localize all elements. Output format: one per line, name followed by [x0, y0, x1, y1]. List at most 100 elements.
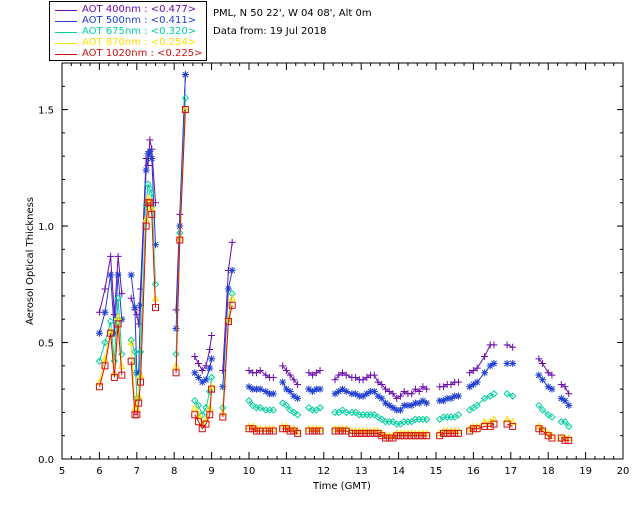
- data-point: [146, 199, 154, 207]
- data-point: [408, 401, 416, 409]
- data-point: [359, 392, 367, 400]
- data-point: [305, 385, 313, 393]
- data-point: [118, 315, 126, 323]
- data-point: [137, 378, 145, 386]
- series-line: [249, 425, 274, 430]
- data-point: [335, 371, 343, 379]
- data-point: [538, 406, 547, 414]
- data-point: [490, 415, 498, 423]
- data-point: [191, 369, 199, 377]
- data-point: [439, 397, 447, 405]
- data-point: [469, 380, 477, 388]
- data-point: [294, 394, 302, 402]
- series-2: [95, 94, 573, 431]
- x-tick-label: 10: [243, 466, 256, 477]
- data-point: [561, 383, 569, 391]
- data-point: [282, 425, 290, 433]
- data-point: [378, 380, 386, 388]
- data-point: [565, 390, 573, 398]
- data-point: [266, 390, 274, 398]
- data-point: [473, 378, 481, 386]
- data-point: [146, 136, 154, 144]
- data-point: [385, 434, 393, 442]
- data-point: [245, 383, 253, 391]
- data-point: [208, 385, 216, 393]
- x-tick-label: 18: [542, 466, 555, 477]
- data-point: [378, 432, 386, 440]
- series-line: [469, 393, 495, 411]
- series-line: [194, 335, 213, 372]
- data-point: [198, 378, 206, 386]
- x-tick-label: 17: [504, 466, 517, 477]
- data-point: [503, 341, 511, 349]
- data-point: [466, 383, 474, 391]
- series-line: [130, 202, 156, 416]
- x-axis: 5 6 7 8 9 10 11 12 13 14 15 16 17 18 19 20: [59, 63, 629, 477]
- series-line: [334, 372, 427, 400]
- series-line: [98, 256, 123, 315]
- data-point: [490, 390, 498, 398]
- data-point: [198, 425, 206, 433]
- data-point: [133, 311, 141, 319]
- data-point: [135, 369, 143, 377]
- data-point: [312, 427, 320, 435]
- data-point: [208, 332, 216, 340]
- x-tick-label: 14: [392, 466, 405, 477]
- legend-entry-1020nm: AOT 1020nm : <0.225>: [50, 48, 206, 60]
- series-line: [249, 428, 274, 432]
- data-point: [117, 361, 126, 369]
- data-point: [107, 329, 115, 337]
- data-point: [131, 304, 139, 312]
- data-point: [508, 417, 517, 425]
- data-point: [367, 387, 375, 395]
- data-point: [195, 359, 203, 367]
- data-point: [535, 401, 543, 410]
- y-tick-label: 1.5: [38, 106, 54, 117]
- data-point: [509, 359, 517, 367]
- data-point: [110, 329, 118, 337]
- y-axis: 0.0 0.5 1.0 1.5: [38, 85, 623, 466]
- data-point: [309, 387, 317, 395]
- series-4: [95, 106, 573, 444]
- data-point: [114, 312, 122, 320]
- data-point: [202, 420, 210, 428]
- data-point: [411, 432, 419, 440]
- data-point: [443, 429, 451, 437]
- data-point: [95, 329, 103, 337]
- data-point: [245, 425, 253, 433]
- data-point: [370, 371, 378, 379]
- data-point: [339, 385, 346, 393]
- data-point: [363, 429, 371, 437]
- series-line: [335, 428, 427, 437]
- data-point: [206, 346, 214, 354]
- series-line: [506, 393, 513, 397]
- x-tick-label: 6: [96, 466, 102, 477]
- data-point: [423, 399, 431, 407]
- data-point: [389, 390, 397, 398]
- x-tick-label: 9: [208, 466, 214, 477]
- data-point: [363, 373, 371, 381]
- data-point: [535, 425, 543, 433]
- data-point: [509, 422, 517, 430]
- data-point: [309, 371, 317, 379]
- data-point: [535, 355, 543, 363]
- data-point: [107, 252, 115, 260]
- data-point: [396, 406, 404, 414]
- data-point: [101, 362, 109, 370]
- data-point: [342, 408, 350, 417]
- data-point: [228, 238, 236, 246]
- data-point: [351, 408, 360, 417]
- data-point: [419, 383, 427, 391]
- series-line: [248, 400, 274, 411]
- data-point: [367, 429, 375, 437]
- data-point: [481, 369, 489, 377]
- legend-label-675nm: AOT 675nm : <0.320>: [82, 26, 197, 37]
- data-point: [309, 427, 317, 435]
- series-line: [222, 305, 233, 418]
- data-point: [294, 380, 302, 388]
- data-point: [419, 432, 427, 440]
- data-point: [439, 383, 447, 391]
- data-point: [415, 387, 423, 395]
- data-point: [114, 294, 122, 302]
- data-point: [206, 411, 214, 419]
